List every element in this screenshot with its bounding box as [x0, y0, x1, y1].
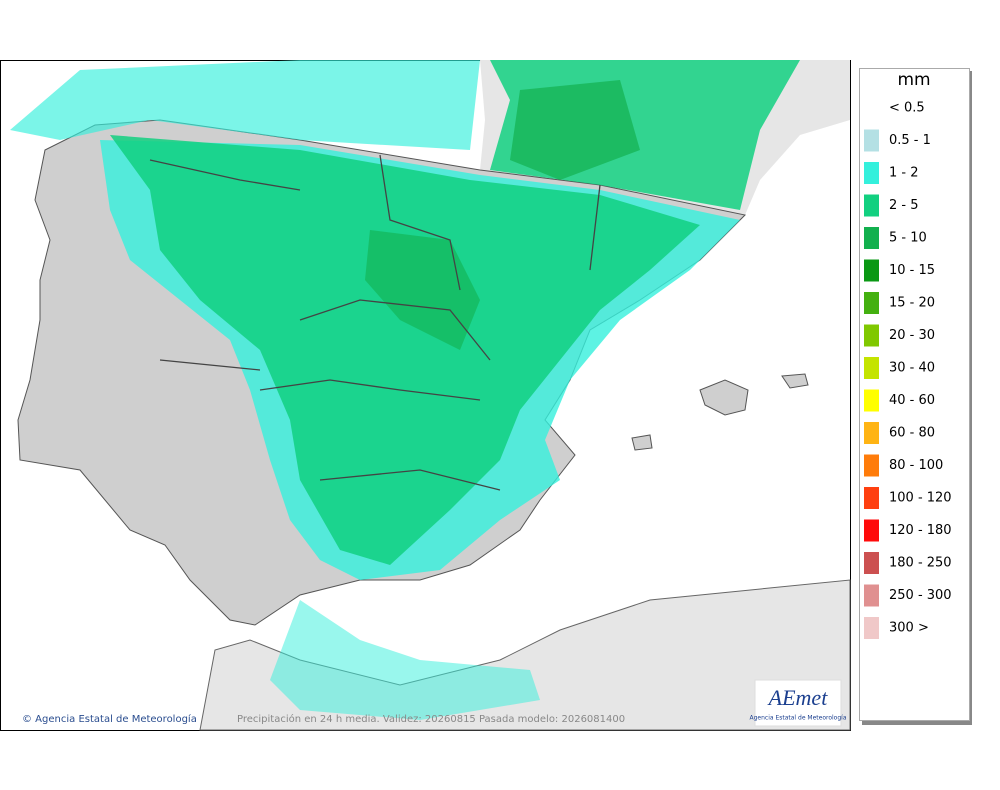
- legend-label: 180 - 250: [889, 556, 952, 571]
- ibiza: [631, 434, 653, 451]
- copyright: © Agencia Estatal de Meteorología: [22, 713, 197, 725]
- legend-swatch: [864, 129, 879, 152]
- legend-label: 15 - 20: [889, 296, 935, 311]
- legend-swatch: [864, 487, 879, 509]
- precip-5-10: [510, 80, 640, 180]
- precip-sea-north: [10, 60, 480, 150]
- logo-box: [754, 679, 842, 727]
- legend-label: 10 - 15: [889, 263, 935, 278]
- legend-label: 20 - 30: [889, 328, 935, 343]
- legend-swatch: [864, 389, 879, 412]
- precip-2-5: [110, 135, 700, 565]
- legend-label: 250 - 300: [889, 588, 952, 603]
- legend-swatch: [864, 259, 879, 282]
- legend-label: 80 - 100: [889, 458, 943, 473]
- mallorca: [699, 379, 749, 416]
- legend-label: 0.5 - 1: [889, 133, 931, 148]
- legend-label: 5 - 10: [889, 231, 927, 246]
- legend-swatch: [864, 357, 879, 379]
- logo-name: AEmet: [767, 685, 829, 710]
- legend: mm < 0.5 0.5 - 1 1 - 2 2 - 5 5 - 10 10 - 15 15…: [859, 68, 972, 725]
- legend-swatch: [864, 162, 879, 184]
- legend-label: 120 - 180: [889, 523, 952, 538]
- legend-swatch: [864, 97, 879, 119]
- model-info: Precipitación en 24 h media. Validez: 20…: [237, 713, 625, 725]
- legend-swatch: [864, 552, 879, 574]
- legend-label: 40 - 60: [889, 393, 935, 408]
- legend-swatch: [864, 454, 879, 477]
- legend-unit: mm: [897, 70, 930, 90]
- legend-swatch: [864, 324, 879, 347]
- legend-swatch: [864, 422, 879, 444]
- legend-label: < 0.5: [889, 101, 925, 116]
- legend-label: 1 - 2: [889, 166, 919, 181]
- map: © Agencia Estatal de Meteorología Precip…: [0, 60, 851, 731]
- menorca: [781, 373, 809, 389]
- legend-swatch: [864, 584, 879, 607]
- legend-swatch: [864, 519, 879, 542]
- logo-subtitle: Agencia Estatal de Meteorología: [750, 715, 847, 722]
- legend-label: 60 - 80: [889, 426, 935, 441]
- legend-label: 300 >: [889, 621, 929, 636]
- legend-swatch: [864, 292, 879, 314]
- legend-label: 100 - 120: [889, 491, 952, 506]
- legend-swatch: [864, 227, 879, 249]
- precip-sea-south: [270, 600, 540, 720]
- legend-label: 30 - 40: [889, 361, 935, 376]
- legend-label: 2 - 5: [889, 198, 919, 213]
- borders: [149, 154, 601, 491]
- legend-swatch: [864, 194, 879, 217]
- legend-swatch: [864, 617, 879, 639]
- precip-5-10: [365, 230, 480, 350]
